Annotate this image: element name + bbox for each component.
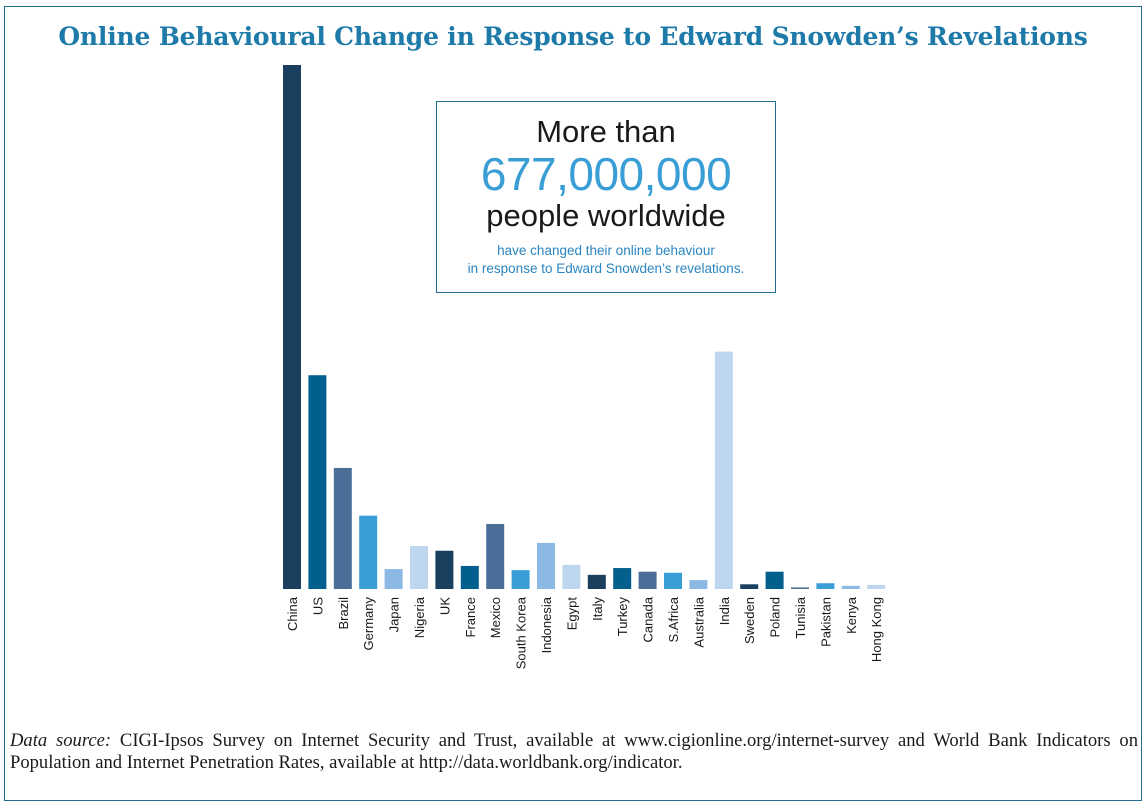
tick-label-india: India bbox=[717, 596, 732, 625]
tick-label-uk: UK bbox=[437, 597, 452, 615]
tick-label-germany: Germany bbox=[361, 597, 376, 651]
tick-label-france: France bbox=[463, 597, 478, 637]
bar-mexico bbox=[486, 524, 505, 589]
tick-label-sweden: Sweden bbox=[742, 597, 757, 644]
bar-south-korea bbox=[511, 570, 530, 589]
bar-australia bbox=[689, 580, 708, 589]
tick-label-s-africa: S.Africa bbox=[666, 596, 681, 642]
tick-label-italy: Italy bbox=[590, 597, 605, 621]
tick-label-kenya: Kenya bbox=[844, 596, 859, 634]
bar-japan bbox=[384, 569, 403, 589]
bar-pakistan bbox=[816, 583, 835, 589]
tick-label-indonesia: Indonesia bbox=[539, 596, 554, 653]
tick-label-egypt: Egypt bbox=[564, 597, 579, 631]
bar-nigeria bbox=[410, 546, 428, 589]
tick-label-nigeria: Nigeria bbox=[412, 596, 427, 638]
tick-label-south-korea: South Korea bbox=[514, 596, 529, 669]
bar-brazil bbox=[333, 467, 352, 589]
bar-us bbox=[308, 375, 327, 589]
callout-subtext-line1: have changed their online behaviour bbox=[497, 243, 715, 258]
callout-box: More than 677,000,000 people worldwide h… bbox=[436, 101, 776, 293]
data-source-label: Data source: bbox=[10, 730, 112, 751]
bar-turkey bbox=[613, 568, 632, 589]
tick-labels-group: China US Brazil Germany Japan Nigeria UK France… bbox=[285, 596, 884, 669]
tick-label-brazil: Brazil bbox=[336, 597, 351, 630]
bar-poland bbox=[765, 571, 784, 589]
tick-label-pakistan: Pakistan bbox=[818, 597, 833, 647]
tick-label-canada: Canada bbox=[641, 596, 656, 642]
callout-subtext-line2: in response to Edward Snowden’s revelati… bbox=[467, 261, 745, 276]
tick-label-hong-kong: Hong Kong bbox=[869, 597, 884, 662]
tick-label-china: China bbox=[285, 596, 300, 631]
bar-china bbox=[283, 65, 301, 589]
tick-label-japan: Japan bbox=[387, 597, 402, 632]
tick-label-australia: Australia bbox=[691, 596, 706, 647]
tick-label-tunisia: Tunisia bbox=[793, 596, 808, 638]
bar-sweden bbox=[740, 584, 759, 589]
chart-title: Online Behavioural Change in Response to… bbox=[58, 22, 1088, 51]
bar-france bbox=[460, 565, 479, 589]
tick-label-mexico: Mexico bbox=[488, 597, 503, 638]
callout-number: 677,000,000 bbox=[480, 148, 732, 200]
bar-uk bbox=[435, 550, 454, 589]
bar-indonesia bbox=[537, 542, 555, 589]
bar-s-africa bbox=[664, 572, 682, 589]
bar-india bbox=[714, 351, 733, 589]
bar-tunisia bbox=[791, 587, 809, 589]
data-source-note: Data source: CIGI-Ipsos Survey on Intern… bbox=[10, 730, 1138, 774]
bar-egypt bbox=[562, 564, 581, 589]
bar-kenya bbox=[841, 585, 860, 589]
data-source-text: CIGI-Ipsos Survey on Internet Security a… bbox=[10, 730, 1138, 773]
bar-hong-kong bbox=[867, 584, 886, 589]
tick-label-us: US bbox=[310, 597, 325, 615]
bar-italy bbox=[587, 574, 606, 589]
bars-group bbox=[283, 65, 886, 589]
bar-germany bbox=[359, 515, 378, 589]
tick-label-turkey: Turkey bbox=[615, 597, 630, 637]
callout-line3: people worldwide bbox=[486, 198, 726, 233]
callout-line1: More than bbox=[536, 114, 676, 149]
bar-canada bbox=[638, 571, 657, 589]
tick-label-poland: Poland bbox=[768, 597, 783, 637]
